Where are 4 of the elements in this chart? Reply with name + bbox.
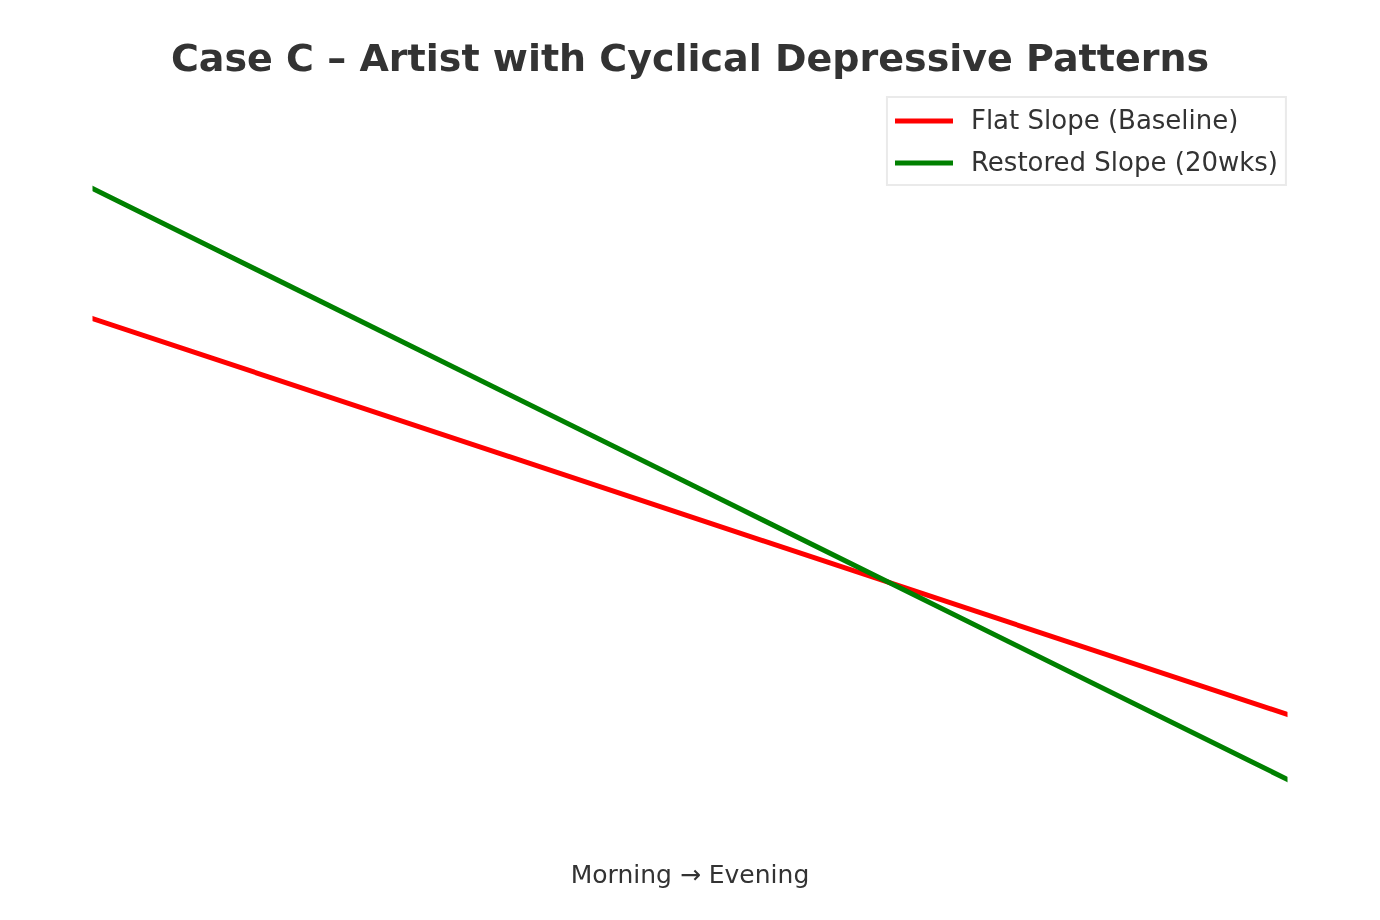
- x-axis-title: Morning → Evening: [570, 859, 810, 889]
- legend-label: Restored Slope (20wks): [970, 147, 1278, 177]
- chart-title: Case C – Artist with Cyclical Depressive Patterns: [170, 36, 1210, 80]
- legend-label: Flat Slope (Baseline): [970, 105, 1239, 135]
